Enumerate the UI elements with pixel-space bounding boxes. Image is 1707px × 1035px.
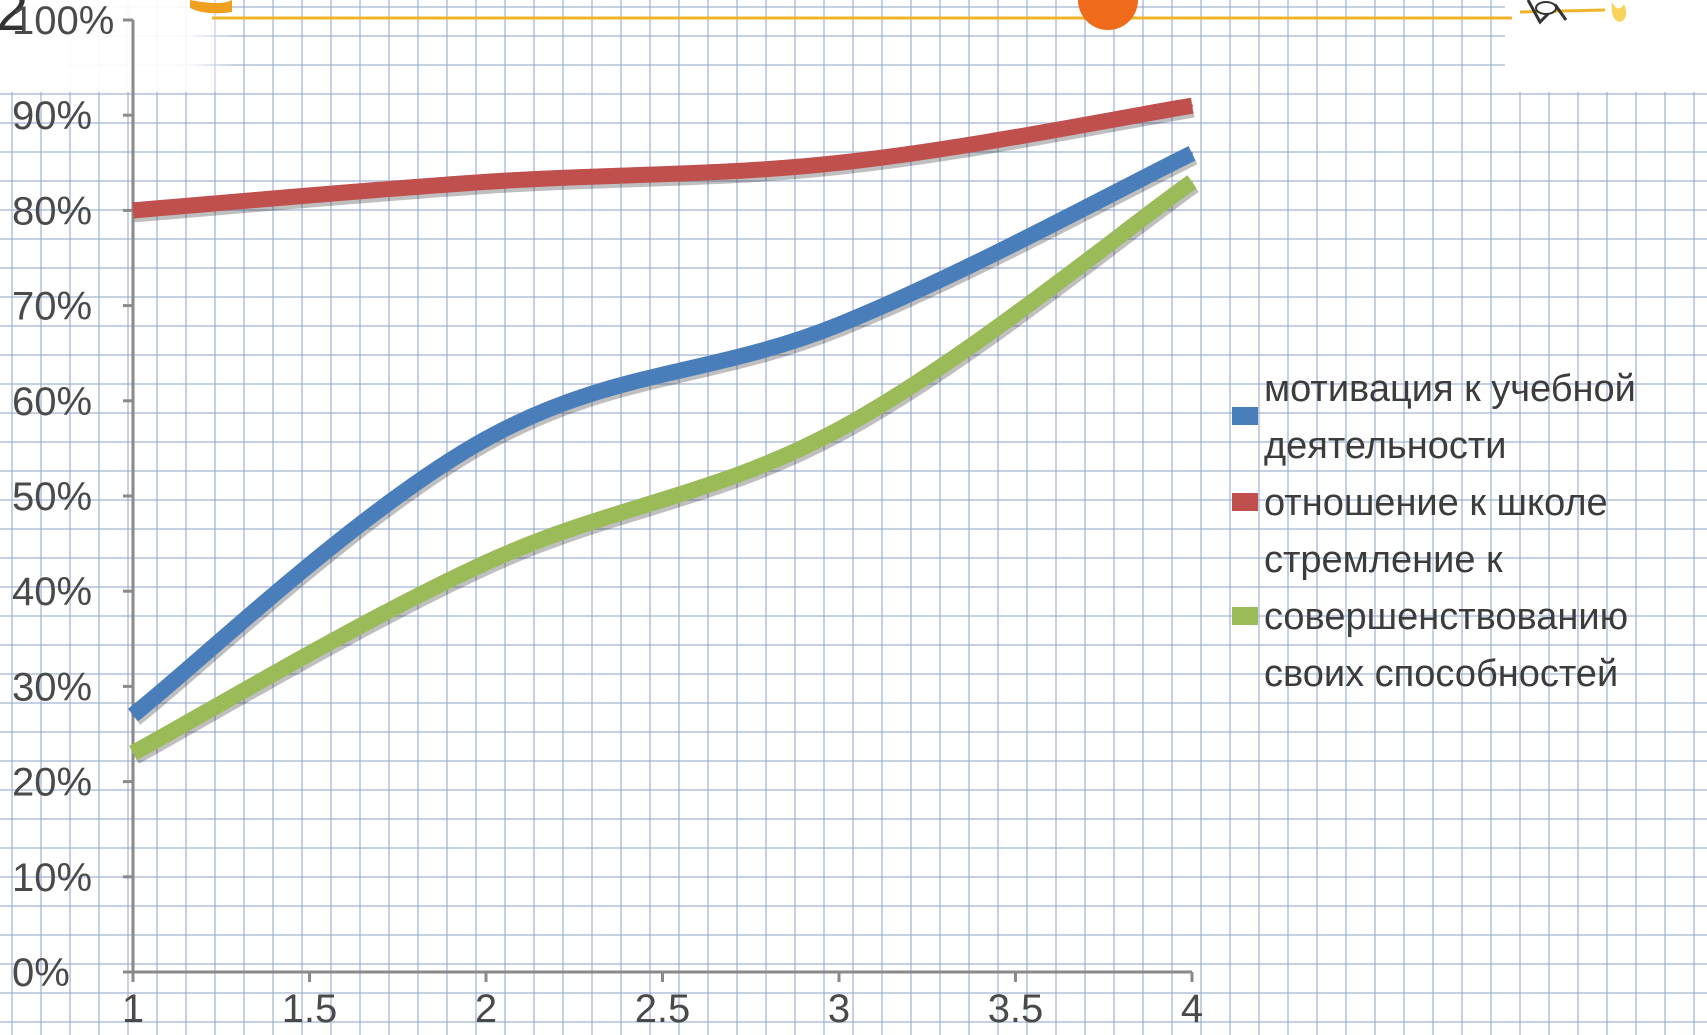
x-tick-label: 1.5 [282, 987, 338, 1031]
data-point-self-improvement [132, 752, 134, 755]
data-point-school-attitude [1191, 104, 1193, 107]
x-tick-label: 4 [1181, 987, 1203, 1031]
y-tick-label: 30% [12, 665, 92, 709]
data-point-school-attitude [838, 161, 840, 164]
data-point-self-improvement [1191, 180, 1193, 183]
x-tick-label: 2 [475, 987, 497, 1031]
y-tick-label: 70% [12, 285, 92, 329]
series-line-self-improvement [129, 175, 1197, 761]
legend-label-self-improvement: совершенствованию [1264, 596, 1628, 638]
data-point-motivation [485, 437, 487, 440]
data-point-school-attitude [132, 209, 134, 212]
legend-label-self-improvement: своих способностей [1264, 653, 1618, 695]
y-tick-label: 80% [12, 189, 92, 233]
legend-label-motivation: деятельности [1264, 425, 1506, 467]
legend-swatch-self-improvement [1232, 607, 1258, 625]
y-tick-label: 50% [12, 475, 92, 519]
legend-label-school-attitude: отношение к школе [1264, 482, 1608, 524]
y-tick-label: 0% [12, 951, 70, 995]
y-tick-label: 90% [12, 94, 92, 138]
y-tick-label: 100% [12, 0, 114, 43]
data-point-motivation [838, 323, 840, 326]
data-point-school-attitude [485, 180, 487, 183]
x-tick-label: 3.5 [988, 987, 1044, 1031]
data-point-motivation [1191, 152, 1193, 155]
y-tick-label: 10% [12, 856, 92, 900]
data-point-self-improvement [838, 428, 840, 431]
series-line-school-attitude [132, 97, 1194, 219]
legend-swatch-school-attitude [1232, 493, 1258, 511]
x-tick-label: 2.5 [635, 987, 691, 1031]
x-tick-label: 3 [828, 987, 850, 1031]
legend-label-self-improvement: стремление к [1264, 539, 1503, 581]
series-line-motivation [128, 146, 1196, 722]
y-tick-label: 60% [12, 380, 92, 424]
x-tick-label: 1 [122, 987, 144, 1031]
y-tick-label: 20% [12, 761, 92, 805]
data-point-self-improvement [485, 561, 487, 564]
legend-label-motivation: мотивация к учебной [1264, 368, 1636, 410]
data-point-motivation [132, 713, 134, 716]
legend-swatch-motivation [1232, 407, 1258, 425]
y-tick-label: 40% [12, 570, 92, 614]
